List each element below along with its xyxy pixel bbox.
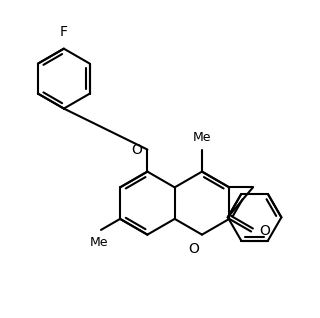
Text: F: F [60, 25, 68, 39]
Text: Me: Me [193, 131, 211, 144]
Text: O: O [259, 224, 270, 238]
Text: O: O [189, 242, 200, 256]
Text: O: O [131, 142, 142, 156]
Text: Me: Me [90, 236, 109, 249]
